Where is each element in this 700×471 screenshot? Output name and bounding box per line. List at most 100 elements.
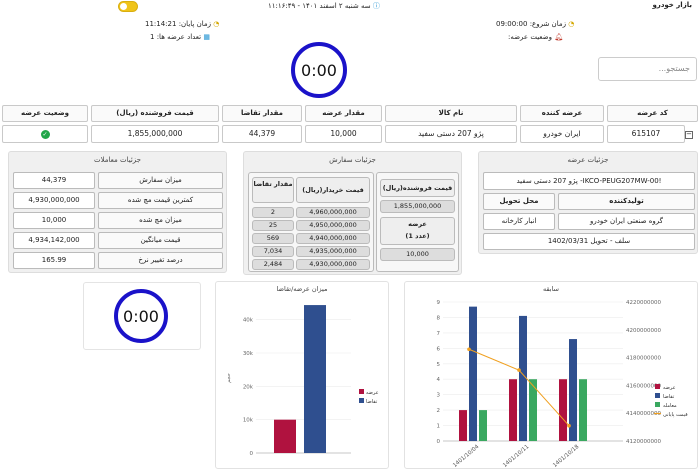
y2-tick-label: 4160000000 (626, 383, 661, 389)
bar-supply (559, 379, 567, 441)
avg-price-point (517, 368, 521, 372)
bid-qty: 25 (252, 220, 294, 231)
legend-swatch (359, 389, 364, 394)
legend-label: معامله (663, 403, 677, 409)
trade-value: 4,930,000,000 (13, 192, 95, 209)
datetime-text: سه شنبه ۲ اسفند ۱۴۰۱ - ۱۱:۱۶:۴۹ (268, 2, 371, 10)
end-time: ◔ زمان پایان: 11:14:21 (145, 20, 219, 28)
legend-label: قیمت پایانی (663, 412, 688, 418)
row-demand: 44,379 (222, 125, 302, 143)
seller-price-label: قیمت فروشنده(ریال) (380, 179, 455, 197)
trade-label: میزان سفارش (98, 172, 223, 189)
offer-details-panel: جزئیات عرضه پژو 207 دستی سفید -IKCO-PEUG… (478, 151, 698, 254)
y-tick-label: 9 (437, 300, 441, 306)
supply-label: عرضه (408, 220, 427, 228)
offer-symbol: پژو 207 دستی سفید -IKCO-PEUG207MW-00! (483, 172, 695, 190)
y2-tick-label: 4220000000 (626, 300, 661, 306)
history-chart-title: سابقه (542, 285, 559, 293)
mode-toggle[interactable] (118, 1, 138, 12)
settlement: سلف - تحویل 1402/03/31 (483, 233, 695, 250)
y-tick-label: 8 (437, 315, 441, 321)
avg-price-point (567, 423, 571, 428)
datetime-line: ⓘ سه شنبه ۲ اسفند ۱۴۰۱ - ۱۱:۱۶:۴۹ (268, 1, 380, 11)
bar-demand (569, 339, 577, 441)
x-tick-label: 1401/10/18 (552, 444, 581, 468)
seller-price-value: 1,855,000,000 (380, 200, 455, 213)
col-header-product[interactable]: نام کالا (385, 105, 517, 122)
y-tick-label: 2 (437, 408, 441, 414)
y-tick-label: 1 (437, 424, 441, 430)
bid-price: 4,930,000,000 (296, 259, 370, 270)
bar-demand (469, 306, 477, 441)
info-icon: ⓘ (372, 2, 380, 10)
bids-box: قیمت خریدار(ریال) مقدار تقاضا 4,960,000,… (248, 172, 374, 272)
bar-matched (579, 379, 587, 441)
y-tick-label: 0 (437, 439, 441, 445)
legend-swatch (655, 384, 660, 389)
y-tick-label: 6 (437, 346, 441, 352)
y-axis-label: حجم (226, 373, 232, 383)
bell-icon: 🔔︎ (554, 33, 564, 41)
y2-tick-label: 4120000000 (626, 439, 661, 445)
start-time-label: زمان شروع: (529, 20, 566, 28)
toggle-knob (120, 3, 127, 10)
row-status: ✓ (2, 125, 88, 143)
supply-label-box: عرضه (1 عدد) (380, 217, 455, 245)
bid-qty: 2 (252, 207, 294, 218)
legend-label: تقاضا (366, 399, 378, 405)
trade-value: 4,934,142,000 (13, 232, 95, 249)
offer-count: ▦ تعداد عرضه ها: 1 (150, 33, 210, 41)
col-header-code[interactable]: کد عرضه (607, 105, 698, 122)
avg-price-point (467, 347, 471, 352)
bid-price: 4,940,000,000 (296, 233, 370, 244)
bid-qty: 2,484 (252, 259, 294, 270)
supply-demand-chart-card: میزان عرضه/تقاضا 0 10k 20k 30k 40k حجم عرضه تقا… (215, 281, 389, 469)
producer-value: گروه صنعتی ایران خودرو (558, 213, 695, 230)
row-seller-price: 1,855,000,000 (91, 125, 219, 143)
history-chart-card: سابقه 0 1 2 3 4 5 6 7 8 9 4120000000 4140000000 4160… (404, 281, 698, 469)
collapse-icon[interactable]: − (685, 130, 693, 139)
y-tick-label: 0 (250, 451, 254, 457)
secondary-timer-card: 0:00 (83, 282, 201, 350)
row-supplier: ایران خودرو (520, 125, 604, 143)
col-header-seller-price[interactable]: قیمت فروشنده (ریال) (91, 105, 219, 122)
y-tick-label: 30k (243, 351, 254, 357)
order-details-title: جزئیات سفارش (329, 156, 376, 164)
y-tick-label: 5 (437, 362, 441, 368)
legend-swatch (359, 398, 364, 403)
end-time-value: 11:14:21 (145, 20, 177, 28)
supply-unit: (1 عدد) (405, 232, 430, 240)
producer-label: تولیدکننده (558, 193, 695, 210)
offer-status-label: وضعیت عرضه: (508, 33, 553, 41)
bar-demand (519, 315, 527, 441)
y2-tick-label: 4140000000 (626, 411, 661, 417)
delivery-value: انبار کارخانه (483, 213, 555, 230)
start-time-value: 09:00:00 (496, 20, 528, 28)
bar-supply (459, 410, 467, 441)
col-header-supplier[interactable]: عرضه کننده (520, 105, 604, 122)
y-tick-label: 10k (243, 418, 254, 424)
y-tick-label: 40k (243, 318, 254, 324)
col-header-demand[interactable]: مقدار تقاضا (222, 105, 302, 122)
offer-count-value: 1 (150, 33, 155, 41)
y-tick-label: 7 (437, 331, 441, 337)
offer-status: 🔔︎ وضعیت عرضه: (508, 33, 563, 41)
trade-label: قیمت میانگین (98, 232, 223, 249)
trade-details-title: جزئیات معاملات (94, 156, 141, 164)
bid-price: 4,935,000,000 (296, 246, 370, 257)
y-tick-label: 20k (243, 384, 254, 390)
bar-supply (509, 379, 517, 441)
check-circle-icon: ✓ (40, 129, 50, 139)
seller-box: قیمت فروشنده(ریال) 1,855,000,000 عرضه (1… (376, 172, 459, 272)
legend-label: عرضه (366, 390, 379, 396)
bid-price: 4,960,000,000 (296, 207, 370, 218)
col-header-supply[interactable]: مقدار عرضه (305, 105, 382, 122)
legend-swatch (655, 402, 660, 407)
col-header-status[interactable]: وضعیت عرضه (2, 105, 88, 122)
trade-value: 165.99 (13, 252, 95, 269)
bar-matched (479, 410, 487, 441)
start-time: ◔ زمان شروع: 09:00:00 (496, 20, 574, 28)
delivery-label: محل تحویل (483, 193, 555, 210)
search-input[interactable]: جستجو... (598, 57, 697, 81)
buy-price-header: قیمت خریدار(ریال) (296, 177, 370, 203)
